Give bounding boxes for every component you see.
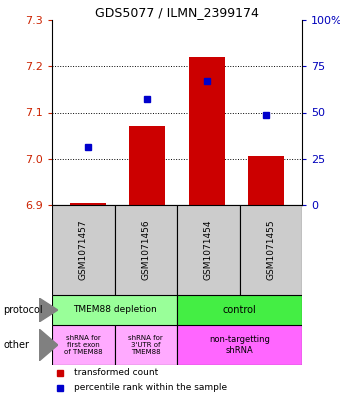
Text: GSM1071455: GSM1071455 bbox=[266, 220, 275, 280]
Text: percentile rank within the sample: percentile rank within the sample bbox=[74, 383, 227, 392]
Bar bbox=[249, 156, 284, 205]
Text: transformed count: transformed count bbox=[74, 368, 159, 377]
Text: control: control bbox=[223, 305, 256, 315]
Bar bbox=[70, 203, 106, 205]
Text: GSM1071457: GSM1071457 bbox=[79, 220, 88, 280]
Bar bbox=[52, 295, 177, 325]
Bar bbox=[177, 205, 239, 295]
Polygon shape bbox=[39, 329, 58, 361]
Polygon shape bbox=[39, 298, 58, 322]
Bar bbox=[115, 325, 177, 365]
Text: shRNA for
3'UTR of
TMEM88: shRNA for 3'UTR of TMEM88 bbox=[129, 335, 163, 355]
Text: GSM1071454: GSM1071454 bbox=[204, 220, 213, 280]
Bar bbox=[52, 325, 115, 365]
Bar bbox=[130, 127, 165, 205]
Bar bbox=[239, 205, 302, 295]
Bar bbox=[189, 57, 225, 205]
Bar bbox=[52, 205, 115, 295]
Text: GSM1071456: GSM1071456 bbox=[141, 220, 150, 280]
Bar bbox=[115, 205, 177, 295]
Text: non-targetting
shRNA: non-targetting shRNA bbox=[209, 335, 270, 355]
Bar bbox=[177, 295, 302, 325]
Text: other: other bbox=[3, 340, 29, 350]
Text: TMEM88 depletion: TMEM88 depletion bbox=[73, 305, 156, 314]
Text: shRNA for
first exon
of TMEM88: shRNA for first exon of TMEM88 bbox=[64, 335, 103, 355]
Text: protocol: protocol bbox=[3, 305, 43, 315]
Title: GDS5077 / ILMN_2399174: GDS5077 / ILMN_2399174 bbox=[95, 6, 259, 19]
Bar bbox=[177, 325, 302, 365]
